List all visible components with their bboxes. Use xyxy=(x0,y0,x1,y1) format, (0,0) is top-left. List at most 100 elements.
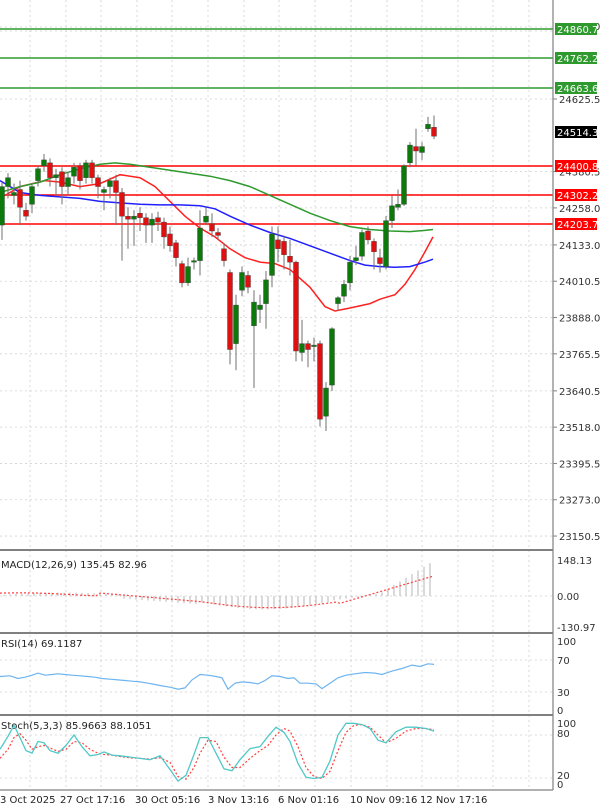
candle-bear xyxy=(245,275,251,288)
candle-bull xyxy=(263,279,269,304)
candle-bull xyxy=(71,167,77,177)
candle-bull xyxy=(323,387,329,417)
candle-bull xyxy=(389,205,395,221)
macd-signal-line xyxy=(0,575,433,609)
candle-bull xyxy=(341,284,347,297)
level-price-tag xyxy=(555,189,597,201)
candle-bear xyxy=(137,213,143,218)
candle-bull xyxy=(353,257,359,261)
candle-bear xyxy=(281,241,287,255)
candle-bull xyxy=(185,266,191,284)
candle-bull xyxy=(407,144,413,164)
candle-bear xyxy=(59,171,65,187)
price-tick-label: 24010.5 xyxy=(559,277,600,288)
price-tick-label: 24380.5 xyxy=(559,168,600,179)
candle-bull xyxy=(131,215,137,220)
indicator-tick-label: 0 xyxy=(557,706,563,717)
indicator-tick-label: 80 xyxy=(557,729,570,740)
horizontal-levels xyxy=(0,28,553,225)
candle-bear xyxy=(275,239,281,249)
candle-bull xyxy=(29,186,35,205)
stoch-title: Stoch(5,3,3) 85.9663 88.1051 xyxy=(1,721,152,732)
candle-bear xyxy=(287,255,293,263)
candle-bear xyxy=(77,165,83,181)
candle-bull xyxy=(107,180,113,187)
macd-title: MACD(12,26,9) 135.45 82.96 xyxy=(1,560,147,571)
candle-bull xyxy=(101,189,107,193)
price-tick-label: 23395.5 xyxy=(559,459,600,470)
candle-bear xyxy=(89,162,95,178)
grid-lines xyxy=(0,0,553,790)
candle-bear xyxy=(17,189,23,208)
rsi-panel: RSI(14) 69.1187 xyxy=(0,639,435,691)
candle-bear xyxy=(143,217,149,226)
candle-bear xyxy=(173,242,179,258)
candle-bear xyxy=(221,248,227,261)
price-axis[interactable]: 24625.5 24380.5 24258.0 24133.0 24010.5 23888… xyxy=(553,22,600,543)
candle-bear xyxy=(371,241,377,252)
price-tick-label: 23518.0 xyxy=(559,423,600,434)
candle-bear xyxy=(305,343,311,350)
candle-bull xyxy=(197,227,203,261)
svg-text:24860.7: 24860.7 xyxy=(557,25,598,36)
time-tick-label: 27 Oct 17:16 xyxy=(60,795,125,806)
indicator-tick-label: 70 xyxy=(557,656,570,667)
candle-bull xyxy=(359,232,365,257)
macd-panel: MACD(12,26,9) 135.45 82.96 xyxy=(0,560,433,610)
time-tick-label: 3 Nov 13:16 xyxy=(208,795,269,806)
svg-text:24663.6: 24663.6 xyxy=(557,84,598,95)
candle-bull xyxy=(191,260,197,263)
candle-bear xyxy=(167,233,173,247)
price-tick-label: 23640.5 xyxy=(559,387,600,398)
time-axis[interactable]: 3 Oct 2025 27 Oct 17:16 30 Oct 05:16 3 Nov … xyxy=(0,795,487,806)
rsi-title: RSI(14) 69.1187 xyxy=(1,639,82,650)
stoch-d-line xyxy=(0,723,435,780)
candle-bull xyxy=(0,186,5,226)
price-tick-label: 23273.0 xyxy=(559,496,600,507)
candle-bull xyxy=(347,261,353,284)
time-tick-label: 3 Oct 2025 xyxy=(0,795,55,806)
level-price-tag xyxy=(555,160,597,172)
time-tick-label: 6 Nov 01:16 xyxy=(278,795,339,806)
candle-bear xyxy=(179,263,185,284)
price-tags: 24860.7 24762.2 24663.6 24400.8 24302.2 24203… xyxy=(555,23,598,231)
candle-bear xyxy=(161,221,167,238)
candle-bear xyxy=(23,210,29,217)
candle-bull xyxy=(329,328,335,386)
candle-bull xyxy=(83,162,89,178)
candle-bear xyxy=(155,217,161,223)
candle-bear xyxy=(215,232,221,236)
candle-bull xyxy=(269,233,275,276)
candle-bull xyxy=(203,215,209,223)
svg-text:24400.8: 24400.8 xyxy=(557,162,598,173)
candle-bear xyxy=(377,257,383,264)
indicator-tick-label: 0 xyxy=(557,780,563,791)
indicator-tick-label: 148.13 xyxy=(557,556,592,567)
candle-bull xyxy=(299,343,305,353)
svg-text:24203.7: 24203.7 xyxy=(557,220,598,231)
candle-bear xyxy=(227,272,233,350)
level-price-tag xyxy=(555,82,597,94)
level-price-tag xyxy=(555,52,597,64)
svg-text:24762.2: 24762.2 xyxy=(557,54,598,65)
indicator-tick-label: -130.97 xyxy=(557,623,596,634)
candle-bear xyxy=(95,177,101,187)
candlesticks xyxy=(0,115,437,432)
candle-bear xyxy=(209,223,215,232)
indicator-tick-label: 20 xyxy=(557,771,570,782)
indicator-tick-label: 100 xyxy=(557,719,576,730)
candle-bull xyxy=(419,146,425,153)
candle-bull xyxy=(257,304,263,310)
indicator-tick-label: 0.00 xyxy=(557,592,579,603)
candle-bear xyxy=(293,261,299,352)
candle-bull xyxy=(41,159,47,167)
candle-bull xyxy=(53,174,59,178)
candle-bear xyxy=(125,215,131,220)
candle-bear xyxy=(431,127,437,137)
candle-bull xyxy=(11,192,17,196)
time-tick-label: 30 Oct 05:16 xyxy=(135,795,200,806)
candle-bull xyxy=(5,177,11,187)
candle-bull xyxy=(383,220,389,267)
